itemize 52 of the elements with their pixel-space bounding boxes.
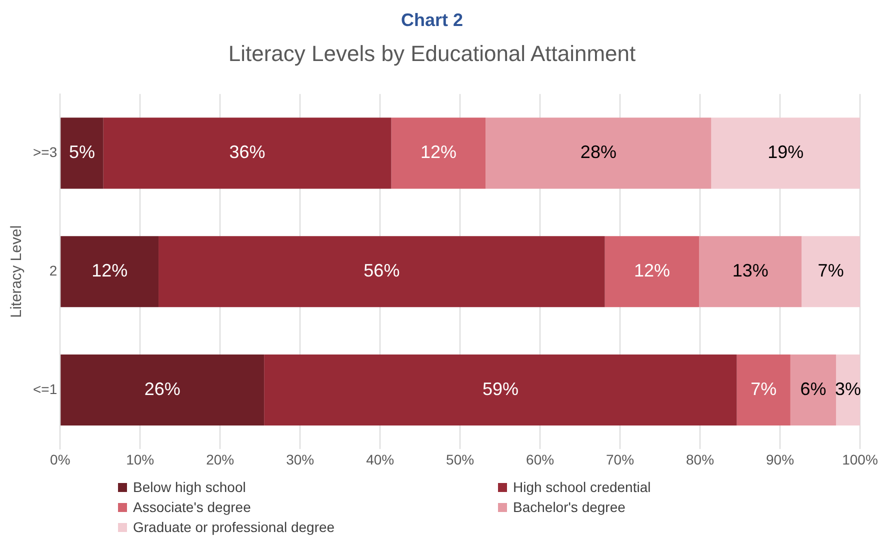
data-label: 13% (732, 260, 768, 281)
data-label: 12% (92, 260, 128, 281)
bar (60, 118, 104, 189)
y-tick-label: 2 (49, 262, 58, 278)
bar (486, 118, 712, 189)
y-tick-label: <=1 (32, 380, 58, 397)
data-label: 5% (68, 142, 95, 162)
x-tick-label: 0% (50, 451, 70, 468)
y-axis-title: Literacy Level (8, 225, 26, 318)
chart-subtitle: Literacy Levels by Educational Attainment (228, 40, 636, 66)
bar (836, 354, 860, 426)
x-tick-label: 40% (366, 451, 394, 468)
data-label: 26% (144, 378, 180, 399)
bar (604, 236, 700, 308)
data-label: 56% (364, 260, 400, 281)
data-label: 28% (580, 142, 616, 162)
legend-label: High school credential (513, 479, 651, 495)
bar (103, 118, 392, 189)
x-tick-label: 100% (842, 451, 878, 468)
data-label: 19% (768, 142, 804, 162)
x-tick-label: 90% (766, 451, 794, 468)
x-tick-label: 30% (286, 451, 314, 468)
legend-label: Graduate or professional degree (133, 519, 335, 535)
legend-label: Associate's degree (133, 499, 251, 515)
legend-label: Bachelor's degree (513, 499, 626, 515)
bar (264, 354, 737, 426)
data-label: 6% (800, 378, 826, 399)
data-label: 59% (482, 378, 518, 399)
x-tick-label: 50% (446, 451, 474, 468)
data-label: 7% (750, 378, 777, 399)
bar (699, 236, 802, 308)
bar (60, 236, 159, 308)
data-label: 36% (229, 142, 266, 162)
x-tick-label: 80% (686, 451, 714, 468)
chart-title: Chart 2 (400, 10, 464, 30)
x-tick-label: 10% (126, 451, 154, 468)
bar (391, 118, 486, 189)
x-tick-label: 70% (606, 451, 634, 468)
bar (790, 354, 836, 426)
legend-label: Below high school (133, 479, 246, 495)
bar (736, 354, 790, 426)
y-tick-label: >=3 (32, 144, 58, 160)
bar (60, 354, 264, 426)
data-label: 12% (420, 142, 456, 162)
data-label: 12% (634, 260, 670, 281)
data-label: 7% (818, 260, 844, 281)
bar (158, 236, 605, 308)
x-tick-label: 20% (206, 451, 234, 468)
data-label: 3% (834, 378, 862, 399)
bar (802, 236, 860, 308)
x-tick-label: 60% (526, 451, 554, 468)
bar (711, 118, 860, 189)
